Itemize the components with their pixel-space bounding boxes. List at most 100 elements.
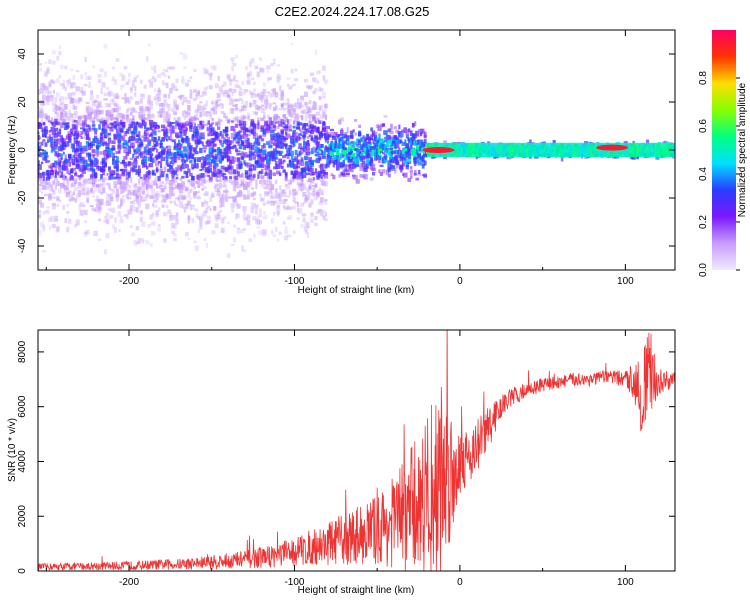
- heatmap-cell: [48, 225, 51, 231]
- heatmap-cell: [216, 191, 221, 196]
- heatmap-cell: [261, 168, 264, 175]
- heatmap-cell: [318, 156, 322, 160]
- heatmap-cell: [78, 193, 81, 197]
- heatmap-cell: [161, 124, 166, 129]
- heatmap-cell: [417, 161, 421, 166]
- heatmap-cell: [257, 93, 260, 97]
- heatmap-cell: [105, 195, 110, 202]
- heatmap-cell: [38, 187, 42, 192]
- heatmap-cell: [86, 199, 89, 204]
- heatmap-cell: [306, 128, 310, 132]
- heatmap-cell: [45, 176, 50, 181]
- heatmap-cell: [220, 151, 225, 155]
- heatmap-cell: [223, 173, 227, 176]
- heatmap-cell: [314, 222, 318, 226]
- heatmap-cell: [390, 164, 393, 169]
- heatmap-cell: [114, 183, 117, 189]
- heatmap-cell: [130, 201, 133, 204]
- heatmap-cell: [109, 98, 114, 105]
- heatmap-cell: [248, 142, 253, 147]
- heatmap-cell: [135, 195, 140, 200]
- heatmap-cell: [322, 215, 326, 219]
- heatmap-cell: [306, 179, 310, 183]
- heatmap-cell: [290, 177, 294, 182]
- heatmap-cell: [67, 131, 72, 135]
- heatmap-cell: [385, 145, 390, 148]
- heatmap-cell: [207, 120, 210, 125]
- heatmap-cell: [130, 177, 133, 184]
- heatmap-cell: [73, 110, 78, 115]
- heatmap-cell: [246, 133, 251, 137]
- heatmap-cell: [85, 229, 90, 235]
- heatmap-cell: [151, 180, 156, 186]
- heatmap-cell: [233, 196, 236, 203]
- heatmap-cell: [142, 162, 145, 168]
- heatmap-cell: [58, 182, 62, 186]
- heatmap-cell: [324, 103, 328, 109]
- heatmap-cell: [169, 165, 173, 169]
- y-tick-label: -40: [17, 238, 28, 253]
- heatmap-cell: [91, 101, 96, 107]
- heatmap-cell: [273, 200, 276, 206]
- heatmap-cell: [219, 177, 222, 181]
- heatmap-cell: [155, 100, 159, 106]
- heatmap-cell: [66, 226, 70, 233]
- heatmap-cell: [94, 115, 98, 119]
- heatmap-cell: [185, 113, 189, 118]
- heatmap-cell: [293, 120, 296, 125]
- heatmap-cell: [162, 80, 165, 86]
- heatmap-cell: [113, 162, 118, 169]
- heatmap-cell: [52, 80, 56, 84]
- heatmap-cell: [358, 139, 362, 145]
- heatmap-cell: [172, 170, 178, 175]
- heatmap-cell: [282, 189, 286, 194]
- heatmap-cell: [38, 213, 42, 219]
- heatmap-cell: [332, 144, 336, 150]
- heatmap-cell: [559, 142, 563, 158]
- heatmap-cell: [499, 142, 503, 158]
- heatmap-cell: [132, 115, 135, 120]
- heatmap-cell: [312, 191, 316, 196]
- heatmap-cell: [162, 194, 165, 201]
- heatmap-cell: [88, 158, 91, 162]
- heatmap-cell: [311, 105, 317, 110]
- heatmap-cell: [233, 128, 236, 134]
- heatmap-cell: [38, 136, 42, 139]
- heatmap-cell: [302, 174, 307, 178]
- heatmap-cell: [64, 175, 67, 179]
- heatmap-cell: [138, 172, 141, 177]
- heatmap-cell: [148, 43, 151, 47]
- heatmap-cell: [545, 142, 550, 158]
- heatmap-cell: [374, 150, 377, 157]
- heatmap-cell: [192, 147, 197, 152]
- heatmap-cell: [292, 103, 296, 108]
- heatmap-cell: [46, 155, 50, 158]
- heatmap-cell: [262, 230, 266, 237]
- heatmap-cell: [407, 150, 412, 156]
- heatmap-cell: [352, 129, 355, 133]
- heatmap-cell: [290, 105, 295, 110]
- heatmap-cell: [248, 154, 253, 161]
- heatmap-cell: [387, 160, 392, 166]
- heatmap-cell: [279, 85, 282, 91]
- heatmap-cell: [207, 174, 211, 177]
- heatmap-cell: [143, 146, 147, 149]
- heatmap-cell: [178, 150, 183, 154]
- heatmap-cell: [117, 121, 122, 124]
- heatmap-cell: [233, 175, 236, 179]
- heatmap-cell: [44, 179, 47, 185]
- heatmap-cell: [352, 160, 355, 166]
- heatmap-cell: [302, 145, 306, 148]
- heatmap-cell: [173, 200, 177, 205]
- heatmap-cell: [187, 218, 191, 224]
- heatmap-cell: [324, 108, 327, 111]
- heatmap-cell: [205, 100, 208, 107]
- heatmap-cell: [168, 118, 170, 121]
- heatmap-cell: [141, 221, 146, 227]
- heatmap-cell: [193, 122, 197, 125]
- heatmap-cell: [50, 165, 54, 172]
- heatmap-cell: [225, 191, 228, 197]
- heatmap-cell: [226, 253, 231, 259]
- heatmap-cell: [287, 125, 290, 129]
- heatmap-cell: [238, 97, 243, 101]
